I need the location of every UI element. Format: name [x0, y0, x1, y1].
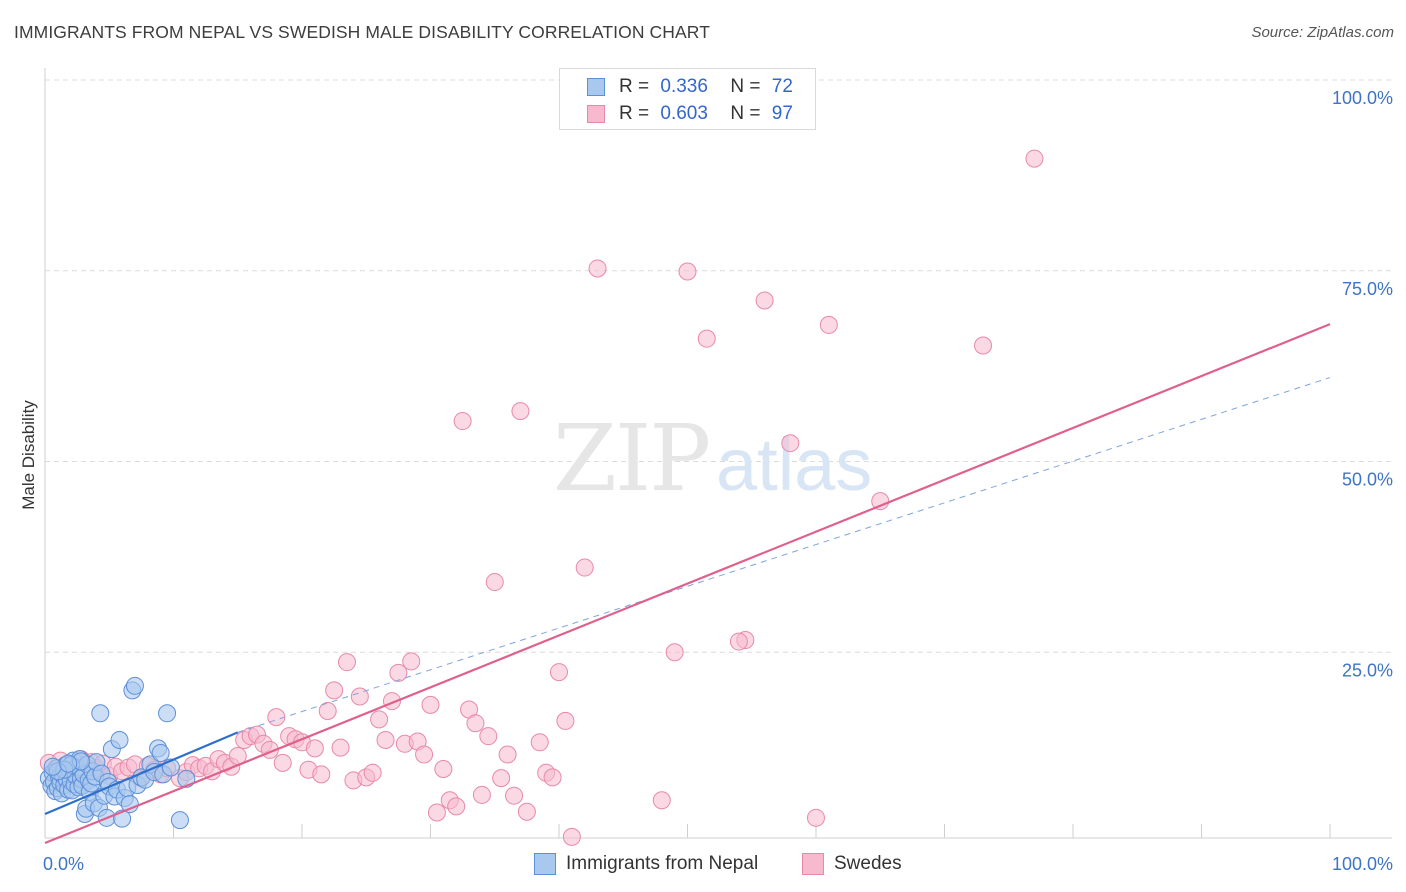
nepal-legend-swatch	[534, 853, 556, 875]
swedes-point-52	[370, 710, 389, 729]
nepal-points	[39, 676, 196, 830]
nepal-trend-line	[44, 731, 239, 816]
swedes-point-74	[511, 402, 530, 421]
n-label: N =	[730, 75, 761, 97]
nepal-legend-label: Immigrants from Nepal	[566, 853, 759, 874]
swedes-point-80	[556, 711, 575, 730]
nepal-point-38	[91, 704, 110, 723]
nepal-point-53	[125, 676, 144, 695]
r-value: 0.603	[660, 102, 708, 124]
nepal-trend-extension	[237, 377, 1331, 733]
swedes-point-61	[427, 803, 446, 822]
swedes-point-76	[530, 733, 549, 752]
swedes-point-53	[376, 730, 395, 749]
swedes-point-72	[498, 745, 517, 764]
x-tick-labels: 0.0% 100.0%	[43, 854, 1393, 874]
swedes-point-62	[434, 759, 453, 778]
source-credit: Source: ZipAtlas.com	[1251, 24, 1394, 41]
y-tick-label-0: 25.0%	[1342, 660, 1393, 680]
swedes-point-68	[472, 785, 491, 804]
n-value: 97	[771, 102, 793, 124]
swedes-point-85	[665, 643, 684, 662]
nepal-point-60	[151, 743, 170, 762]
y-axis-label: Male Disability	[19, 400, 38, 510]
legend-row-swedes: R = 0.603 N = 97	[560, 100, 793, 127]
nepal-point-71	[59, 754, 78, 773]
swedes-point-49	[350, 687, 369, 706]
swedes-point-71	[492, 769, 511, 788]
swedes-point-83	[588, 259, 607, 278]
nepal-point-51	[120, 795, 139, 814]
swedes-point-45	[325, 681, 344, 700]
swedes-point-73	[505, 786, 524, 805]
swedes-point-69	[479, 727, 498, 746]
swedes-point-87	[697, 329, 716, 348]
swedes-legend-label: Swedes	[834, 853, 902, 874]
n-value: 72	[771, 75, 793, 97]
chart-title: IMMIGRANTS FROM NEPAL VS SWEDISH MALE DI…	[14, 22, 711, 42]
swedes-point-59	[415, 745, 434, 764]
swedes-point-91	[781, 434, 800, 453]
x-tick-label-max: 100.0%	[1332, 854, 1393, 874]
y-tick-label-2: 75.0%	[1342, 279, 1393, 299]
swedes-point-46	[331, 738, 350, 757]
n-label: N =	[730, 102, 761, 124]
swedes-point-79	[550, 663, 568, 682]
nepal-point-62	[158, 704, 177, 723]
grid-lines	[45, 79, 1394, 653]
swedes-point-67	[466, 714, 485, 733]
swedes-point-47	[337, 653, 356, 672]
r-value: 0.336	[660, 75, 708, 97]
swedes-point-92	[807, 808, 825, 827]
swedes-point-95	[974, 336, 993, 355]
swedes-point-37	[273, 753, 292, 772]
nepal-swatch	[587, 77, 605, 96]
swedes-point-36	[267, 708, 286, 727]
legend-row-nepal: R = 0.336 N = 72	[560, 73, 793, 100]
swedes-point-65	[453, 412, 472, 431]
swedes-point-60	[421, 695, 440, 714]
swedes-point-84	[652, 791, 671, 810]
r-label: R =	[619, 102, 650, 124]
r-label: R =	[619, 75, 650, 97]
legend-item-swedes[interactable]: Swedes	[802, 852, 902, 876]
swedes-point-42	[305, 739, 324, 758]
swedes-point-55	[389, 663, 408, 682]
swedes-point-43	[312, 765, 331, 784]
swedes-point-51	[363, 763, 382, 782]
stats-legend: R = 0.336 N = 72 R = 0.603 N = 97	[559, 68, 816, 130]
y-tick-label-3: 100.0%	[1332, 88, 1393, 108]
swedes-point-93	[819, 315, 838, 334]
swedes-point-86	[678, 262, 697, 281]
y-tick-label-1: 50.0%	[1342, 470, 1393, 490]
nepal-point-64	[170, 811, 189, 830]
swedes-point-78	[543, 768, 562, 787]
y-tick-labels: 25.0% 50.0% 75.0% 100.0%	[1332, 88, 1393, 680]
nepal-point-70	[43, 757, 62, 776]
swedes-trend-line	[44, 323, 1331, 845]
watermark-zip: ZIP	[553, 405, 709, 512]
swedes-point-70	[485, 573, 504, 592]
swedes-point-82	[575, 558, 594, 577]
nepal-point-47	[110, 730, 129, 749]
swedes-points	[39, 149, 1044, 846]
swedes-point-96	[1025, 149, 1044, 168]
swedes-point-90	[755, 291, 774, 310]
swedes-point-57	[402, 652, 421, 671]
watermark: ZIP atlas	[553, 405, 872, 512]
swedes-point-89	[729, 632, 748, 651]
swedes-point-81	[562, 827, 581, 846]
trend-lines	[44, 323, 1331, 845]
swedes-point-64	[447, 797, 466, 816]
swedes-point-75	[517, 802, 536, 821]
x-tick-label-min: 0.0%	[43, 854, 84, 874]
legend-item-nepal[interactable]: Immigrants from Nepal	[534, 852, 758, 876]
swedes-swatch	[587, 104, 605, 123]
swedes-legend-swatch	[802, 853, 824, 875]
swedes-point-44	[318, 702, 337, 721]
